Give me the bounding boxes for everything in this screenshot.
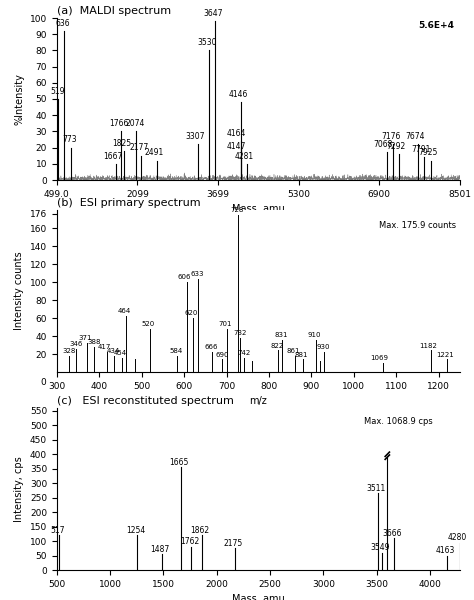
Text: 831: 831: [274, 332, 288, 338]
Text: 1221: 1221: [436, 352, 454, 358]
Text: (a)  MALDI spectrum: (a) MALDI spectrum: [57, 6, 171, 16]
Text: 520: 520: [142, 321, 155, 327]
Y-axis label: Intensity counts: Intensity counts: [14, 251, 24, 331]
Text: 4163: 4163: [436, 546, 455, 555]
Text: 690: 690: [216, 352, 229, 358]
Text: 7791: 7791: [412, 145, 431, 154]
Text: 701: 701: [219, 321, 232, 327]
Text: 4146: 4146: [228, 90, 248, 99]
Text: 388: 388: [87, 339, 101, 345]
X-axis label: Mass, amu: Mass, amu: [232, 204, 285, 214]
Text: 584: 584: [169, 348, 182, 354]
Text: 3511: 3511: [366, 484, 386, 493]
Text: 822: 822: [271, 343, 284, 349]
Text: 1667: 1667: [104, 152, 123, 161]
Text: 7674: 7674: [406, 132, 425, 141]
Text: (c)   ESI reconstituted spectrum: (c) ESI reconstituted spectrum: [57, 396, 234, 406]
Text: 417: 417: [98, 344, 111, 350]
Text: 434: 434: [107, 348, 120, 354]
Text: 2491: 2491: [145, 148, 164, 157]
Text: 1862: 1862: [191, 526, 210, 535]
Text: 1254: 1254: [126, 526, 146, 535]
Y-axis label: %Intensity: %Intensity: [14, 73, 24, 125]
Text: 1069: 1069: [370, 355, 388, 361]
Text: 1487: 1487: [151, 545, 170, 554]
Text: 371: 371: [78, 335, 91, 341]
Text: 620: 620: [184, 310, 198, 316]
X-axis label: Mass, amu: Mass, amu: [232, 594, 285, 600]
Text: 742: 742: [237, 350, 251, 356]
Text: 4147: 4147: [227, 142, 246, 151]
Text: 1665: 1665: [170, 458, 189, 467]
Text: 346: 346: [70, 341, 83, 347]
Text: Max. 175.9 counts: Max. 175.9 counts: [379, 221, 456, 230]
Text: 861: 861: [287, 348, 301, 354]
Text: 5.6E+4: 5.6E+4: [419, 21, 455, 30]
Text: 3647: 3647: [204, 9, 223, 18]
Text: (b)  ESI primary spectrum: (b) ESI primary spectrum: [57, 198, 201, 208]
Text: 328: 328: [62, 348, 75, 354]
Text: 2177: 2177: [129, 143, 149, 152]
Text: 517: 517: [51, 526, 65, 535]
Text: 773: 773: [63, 136, 77, 145]
Text: 732: 732: [233, 330, 247, 336]
Text: 636: 636: [55, 19, 70, 28]
Text: 4281: 4281: [235, 152, 254, 161]
Text: 0: 0: [41, 378, 46, 387]
Text: 1766: 1766: [109, 119, 129, 128]
Text: 454: 454: [113, 350, 127, 356]
Text: 7176: 7176: [382, 132, 401, 141]
Text: 1182: 1182: [419, 343, 438, 349]
Text: 2175: 2175: [224, 539, 243, 548]
Text: 2074: 2074: [126, 119, 145, 128]
Text: 633: 633: [190, 271, 204, 277]
Text: 3530: 3530: [198, 38, 217, 47]
Text: 4280: 4280: [448, 533, 467, 542]
Text: 728: 728: [230, 206, 243, 212]
Text: 910: 910: [307, 332, 320, 338]
Text: 3666: 3666: [383, 529, 402, 538]
Text: 930: 930: [317, 344, 330, 350]
Text: 1825: 1825: [112, 139, 131, 148]
Text: 7068: 7068: [374, 140, 393, 149]
Text: 7925: 7925: [419, 148, 438, 157]
Text: 7292: 7292: [386, 142, 405, 151]
Text: 4164: 4164: [227, 129, 246, 138]
Text: Max. 1068.9 cps: Max. 1068.9 cps: [364, 416, 433, 425]
Text: 1762: 1762: [180, 537, 199, 546]
Text: 606: 606: [178, 274, 191, 280]
Text: 519: 519: [51, 87, 65, 96]
Text: 3549: 3549: [370, 543, 390, 552]
Text: 464: 464: [118, 308, 131, 314]
Text: 881: 881: [295, 352, 309, 358]
Y-axis label: Intensity, cps: Intensity, cps: [14, 456, 24, 522]
Text: 3307: 3307: [186, 132, 205, 141]
Text: 666: 666: [204, 344, 218, 350]
X-axis label: m/z: m/z: [249, 396, 267, 406]
